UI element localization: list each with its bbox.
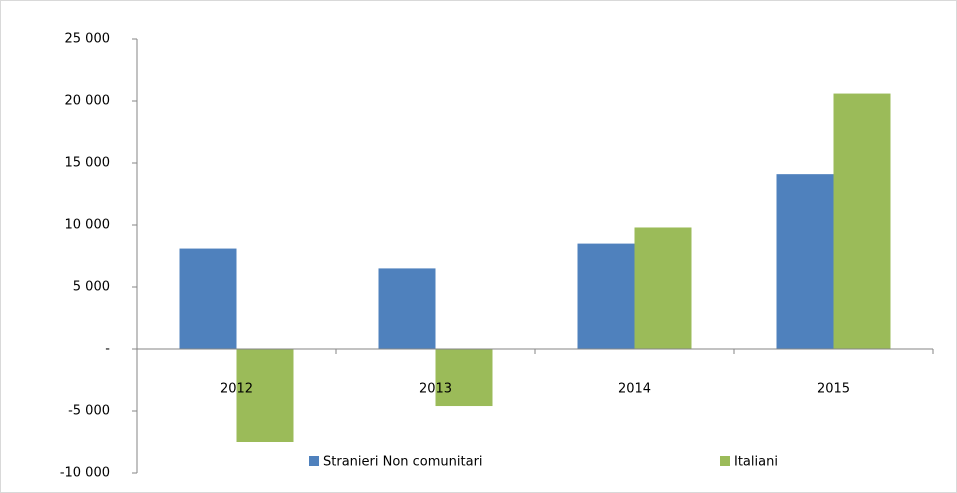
bar xyxy=(833,93,891,349)
bar xyxy=(577,243,635,349)
legend-swatch xyxy=(309,456,319,466)
x-tick-label: 2014 xyxy=(618,382,651,397)
y-tick-label: -10 000 xyxy=(60,466,110,481)
legend-swatch xyxy=(720,456,730,466)
y-tick-label: -5 000 xyxy=(68,404,110,419)
y-tick-label: 15 000 xyxy=(65,156,111,171)
bar xyxy=(435,349,493,407)
y-tick-label: 10 000 xyxy=(65,218,111,233)
y-tick-label: - xyxy=(105,342,110,357)
bar xyxy=(634,227,692,349)
bar xyxy=(179,248,237,349)
legend-label: Italiani xyxy=(734,455,778,470)
bar xyxy=(236,349,294,442)
y-tick-label: 20 000 xyxy=(65,94,111,109)
x-tick-label: 2015 xyxy=(817,382,850,397)
bar xyxy=(378,268,436,349)
y-tick-label: 25 000 xyxy=(65,32,111,47)
legend-label: Stranieri Non comunitari xyxy=(323,455,483,470)
y-tick-label: 5 000 xyxy=(73,280,110,295)
bar xyxy=(776,174,834,349)
x-tick-label: 2012 xyxy=(220,382,253,397)
x-tick-label: 2013 xyxy=(419,382,452,397)
